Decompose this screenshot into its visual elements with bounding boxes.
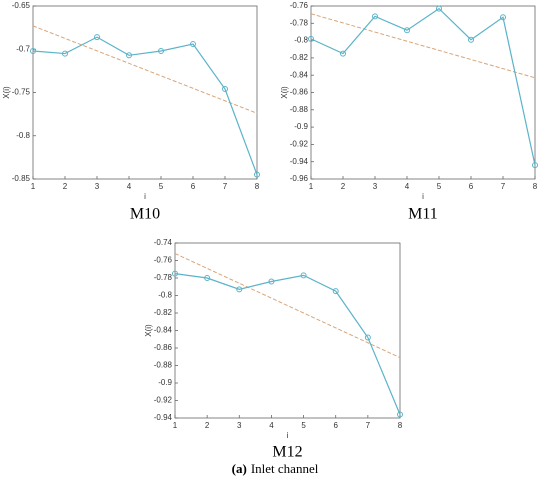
x-tick-label: 2	[205, 421, 210, 430]
x-tick-label: 7	[501, 182, 506, 191]
y-tick-label: -0.9	[158, 378, 172, 387]
y-tick-label: -0.94	[290, 157, 309, 166]
x-tick-label: 7	[223, 182, 228, 191]
y-tick-label: -0.82	[154, 308, 173, 317]
y-tick-label: -0.7	[16, 44, 30, 53]
chart-title: M11	[408, 206, 438, 223]
data-point	[308, 35, 314, 42]
y-tick-label: -0.85	[12, 174, 31, 183]
x-tick-label: 4	[405, 182, 410, 191]
data-point	[236, 286, 243, 293]
y-tick-label: -0.9	[294, 122, 308, 131]
data-point	[532, 162, 538, 169]
data-point	[468, 36, 474, 43]
data-point	[172, 270, 178, 277]
chart-title: M12	[272, 444, 302, 461]
data-point	[300, 272, 307, 279]
trend-line	[174, 253, 401, 359]
x-tick-label: 1	[31, 182, 36, 191]
data-point	[404, 27, 410, 34]
y-tick-label: -0.78	[154, 273, 173, 282]
data-line	[32, 36, 258, 175]
x-tick-label: 2	[341, 182, 346, 191]
y-tick-label: -0.88	[154, 361, 173, 370]
y-axis-label: X(i)	[280, 86, 289, 99]
data-point	[204, 275, 211, 281]
data-point	[126, 52, 132, 59]
y-tick-label: -0.74	[154, 238, 173, 247]
x-tick-label: 6	[191, 182, 196, 191]
x-tick-label: 8	[255, 182, 260, 191]
y-tick-label: -0.76	[154, 256, 173, 265]
x-tick-label: 8	[533, 182, 538, 191]
x-tick-label: 5	[437, 182, 442, 191]
trend-line	[310, 13, 536, 79]
y-axis-label: X(i)	[2, 86, 11, 99]
data-line	[174, 273, 401, 415]
data-point	[268, 278, 275, 285]
y-axis-label: X(i)	[144, 324, 153, 337]
data-point	[340, 50, 346, 57]
x-tick-label: 3	[95, 182, 100, 191]
data-point	[500, 14, 506, 21]
plot-frame	[310, 5, 536, 180]
x-tick-label: 2	[63, 182, 68, 191]
y-tick-label: -0.78	[290, 18, 309, 27]
x-tick-label: 3	[373, 182, 378, 191]
data-point	[222, 86, 228, 93]
y-tick-label: -0.92	[154, 396, 173, 405]
y-tick-label: -0.96	[290, 174, 309, 183]
y-tick-label: -0.84	[290, 70, 309, 79]
caption-text: Inlet channel	[251, 461, 319, 476]
y-tick-label: -0.65	[12, 1, 31, 10]
y-tick-label: -0.75	[12, 88, 31, 97]
plot-frame	[32, 5, 258, 180]
data-point	[158, 47, 164, 54]
y-tick-label: -0.8	[16, 131, 30, 140]
data-point	[254, 171, 260, 178]
data-point	[30, 47, 36, 54]
x-tick-label: 3	[237, 421, 242, 430]
y-tick-label: -0.82	[290, 53, 309, 62]
data-point	[364, 334, 371, 341]
x-tick-label: 7	[366, 421, 371, 430]
y-tick-label: -0.88	[290, 105, 309, 114]
data-point	[94, 34, 100, 41]
chart-title: M10	[130, 206, 160, 223]
caption-label: (a)	[232, 461, 247, 476]
x-tick-label: 6	[333, 421, 338, 430]
trend-line	[32, 25, 258, 114]
x-tick-label: 4	[127, 182, 132, 191]
y-tick-label: -0.8	[294, 36, 308, 45]
y-tick-label: -0.84	[154, 326, 173, 335]
data-point	[372, 13, 378, 20]
data-point	[190, 41, 196, 48]
figure-caption: (a) Inlet channel	[232, 461, 319, 476]
data-point	[436, 5, 442, 12]
y-tick-label: -0.94	[154, 413, 173, 422]
x-axis-label: i	[287, 431, 289, 440]
x-tick-label: 5	[301, 421, 306, 430]
x-tick-label: 1	[309, 182, 314, 191]
x-tick-label: 1	[173, 421, 178, 430]
x-tick-label: 8	[398, 421, 403, 430]
x-tick-label: 4	[269, 421, 274, 430]
x-axis-label: i	[144, 192, 146, 201]
y-tick-label: -0.86	[290, 88, 309, 97]
x-tick-label: 6	[469, 182, 474, 191]
data-point	[332, 288, 339, 295]
data-point	[397, 411, 403, 418]
x-tick-label: 5	[159, 182, 164, 191]
y-tick-label: -0.76	[290, 1, 309, 10]
y-tick-label: -0.8	[158, 291, 172, 300]
data-point	[62, 50, 68, 57]
data-line	[310, 7, 536, 166]
y-tick-label: -0.86	[154, 343, 173, 352]
y-tick-label: -0.92	[290, 140, 309, 149]
x-axis-label: i	[422, 192, 424, 201]
